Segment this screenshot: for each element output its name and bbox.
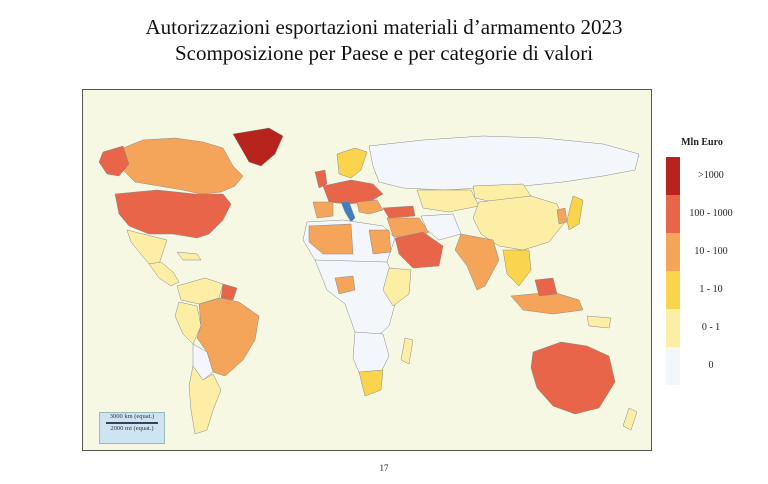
legend-swatch [666, 195, 680, 233]
region-new-zealand [622, 407, 638, 431]
legend-title: Mln Euro [681, 137, 723, 148]
region-iberia [312, 201, 334, 219]
region-china [472, 195, 566, 251]
legend-swatch [666, 157, 680, 195]
legend-item: 0 [666, 347, 738, 385]
region-east-africa [382, 267, 412, 307]
region-egypt [368, 229, 392, 255]
region-iran [420, 213, 462, 241]
region-guianas [220, 283, 238, 301]
region-north-south-america [176, 277, 224, 305]
map-subtitle: Scomposizione per Paese e per categorie … [174, 41, 594, 65]
scale-mi-label: 2000 mi (equat.) [110, 425, 154, 432]
region-italy [340, 201, 356, 223]
legend-item: 100 - 1000 [666, 195, 738, 233]
legend-label: >1000 [698, 170, 724, 181]
region-madagascar [400, 337, 414, 365]
region-korea [556, 207, 568, 225]
region-mexico [126, 229, 168, 265]
region-canada [122, 137, 244, 195]
region-central-africa [314, 259, 400, 341]
legend-item: 10 - 100 [666, 233, 738, 271]
legend-label: 0 - 1 [701, 322, 721, 333]
scale-line [106, 422, 158, 424]
region-central-asia [416, 189, 480, 213]
legend-swatch [666, 309, 680, 347]
legend-swatch [666, 233, 680, 271]
region-saudi-arabia [394, 231, 444, 269]
legend-label: 1 - 10 [699, 284, 723, 295]
region-india [454, 233, 500, 291]
region-turkey [382, 205, 416, 219]
region-uk [314, 169, 328, 189]
world-map-svg [98, 127, 640, 435]
region-central-america [148, 261, 180, 287]
region-balkans [356, 199, 384, 215]
region-argentina [188, 365, 222, 435]
region-png [586, 315, 612, 329]
region-nigeria [334, 275, 356, 295]
region-russia [368, 135, 640, 191]
region-morocco-algeria [308, 223, 354, 255]
region-greenland [232, 127, 284, 167]
region-borneo [534, 277, 558, 297]
legend-label: 0 [708, 360, 714, 371]
region-usa [114, 189, 232, 239]
legend-label: 100 - 1000 [689, 208, 733, 219]
region-scandinavia [336, 147, 368, 179]
region-brazil [196, 297, 260, 377]
world-map[interactable]: 3000 km (equat.) 2000 mi (equat.) [82, 89, 652, 451]
region-southeast-asia [502, 249, 532, 287]
region-australia [530, 341, 616, 415]
legend-item: >1000 [666, 157, 738, 195]
map-title: Autorizzazioni esportazioni materiali d’… [145, 15, 623, 39]
page-number: 17 [379, 463, 389, 473]
legend-swatch [666, 347, 680, 385]
region-japan [566, 195, 584, 231]
legend-swatch [666, 271, 680, 309]
region-alaska [98, 145, 130, 177]
scale-km-label: 3000 km (equat.) [109, 413, 155, 420]
region-caribbean [176, 251, 202, 261]
region-south-africa [358, 369, 384, 397]
legend-item: 0 - 1 [666, 309, 738, 347]
legend-label: 10 - 100 [694, 246, 728, 257]
region-bolivia [192, 343, 214, 381]
map-scale-bar: 3000 km (equat.) 2000 mi (equat.) [99, 412, 165, 444]
legend-item: 1 - 10 [666, 271, 738, 309]
